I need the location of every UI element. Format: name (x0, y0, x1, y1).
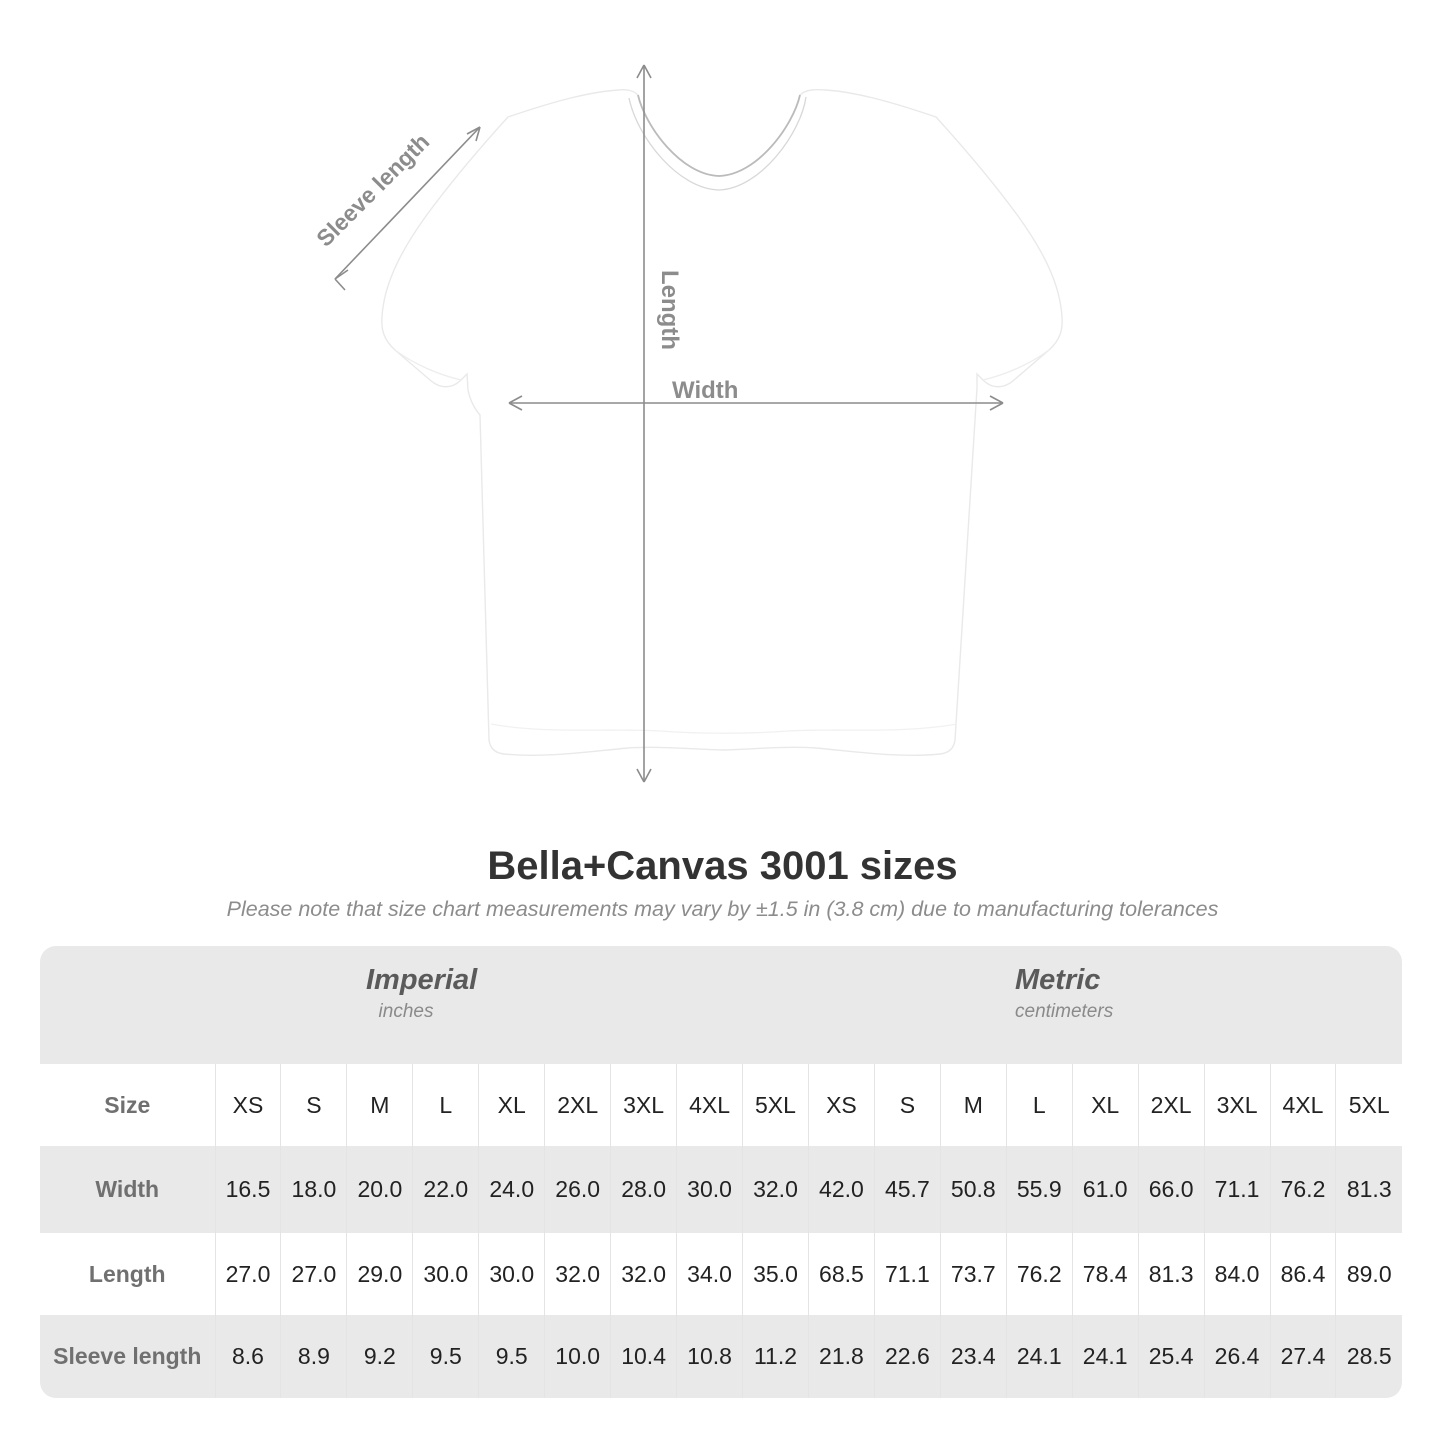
svg-text:Length: Length (656, 270, 683, 350)
svg-text:Width: Width (672, 377, 738, 404)
